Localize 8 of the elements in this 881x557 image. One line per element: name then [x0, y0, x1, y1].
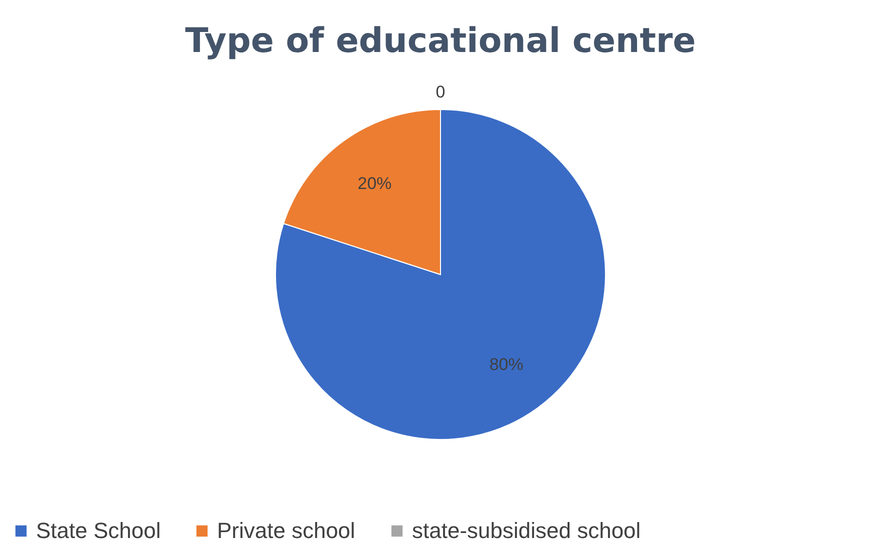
data-label: 20% [358, 174, 392, 193]
legend-label: state-subsidised school [412, 518, 641, 543]
pie-slice [275, 109, 606, 440]
chart-title: Type of educational centre [185, 21, 696, 61]
text: 0 [436, 82, 446, 102]
data-label: 80% [489, 355, 524, 374]
legend-label: Private school [217, 518, 356, 543]
legend-label: State School [36, 518, 161, 543]
